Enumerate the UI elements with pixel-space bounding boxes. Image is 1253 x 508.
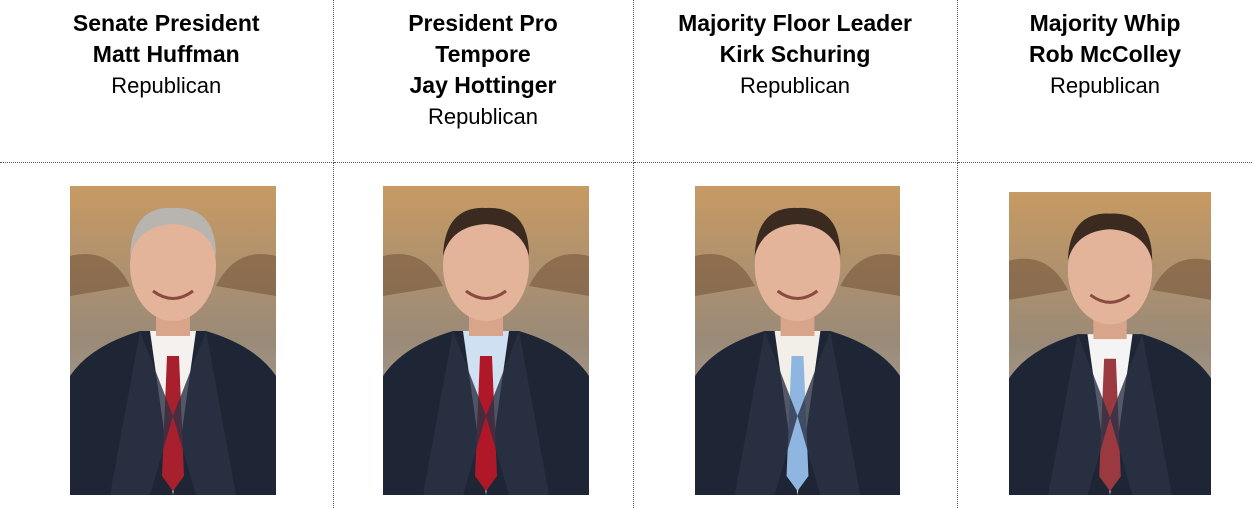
member-name: Jay Hottinger (334, 70, 633, 101)
page: Senate PresidentMatt HuffmanRepublican P… (0, 0, 1253, 508)
photo-cell (0, 162, 333, 508)
position-title: President Pro Tempore (388, 8, 578, 70)
portrait-photo (70, 186, 276, 495)
party: Republican (958, 70, 1253, 101)
position-title: Majority Floor Leader (634, 8, 957, 39)
leadership-table: Senate PresidentMatt HuffmanRepublican P… (0, 0, 1253, 508)
photo-row (0, 162, 1253, 508)
party: Republican (0, 70, 333, 101)
portrait-photo (383, 186, 589, 495)
member-name: Matt Huffman (0, 39, 333, 70)
position-title: Majority Whip (958, 8, 1253, 39)
photo-cell (333, 162, 633, 508)
photo-cell (957, 162, 1253, 508)
party: Republican (334, 101, 633, 132)
portrait-photo (1009, 192, 1211, 495)
portrait-photo (695, 186, 900, 495)
party: Republican (634, 70, 957, 101)
member-name: Kirk Schuring (634, 39, 957, 70)
photo-cell (633, 162, 957, 508)
position-title: Senate President (0, 8, 333, 39)
member-name: Rob McColley (958, 39, 1253, 70)
